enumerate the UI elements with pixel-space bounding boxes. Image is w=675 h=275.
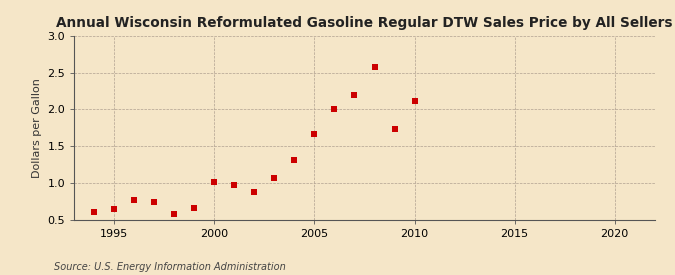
Y-axis label: Dollars per Gallon: Dollars per Gallon: [32, 78, 42, 178]
Point: [189, 206, 200, 210]
Point: [409, 98, 420, 103]
Point: [309, 131, 320, 136]
Point: [229, 183, 240, 188]
Point: [389, 126, 400, 131]
Text: Source: U.S. Energy Information Administration: Source: U.S. Energy Information Administ…: [54, 262, 286, 272]
Point: [109, 207, 119, 211]
Point: [129, 198, 140, 202]
Point: [329, 107, 340, 112]
Point: [249, 190, 260, 194]
Point: [89, 210, 100, 214]
Point: [149, 200, 160, 205]
Point: [369, 65, 380, 70]
Point: [169, 212, 180, 216]
Point: [349, 93, 360, 98]
Point: [269, 176, 280, 180]
Title: Annual Wisconsin Reformulated Gasoline Regular DTW Sales Price by All Sellers: Annual Wisconsin Reformulated Gasoline R…: [56, 16, 673, 31]
Point: [289, 157, 300, 162]
Point: [209, 180, 220, 185]
